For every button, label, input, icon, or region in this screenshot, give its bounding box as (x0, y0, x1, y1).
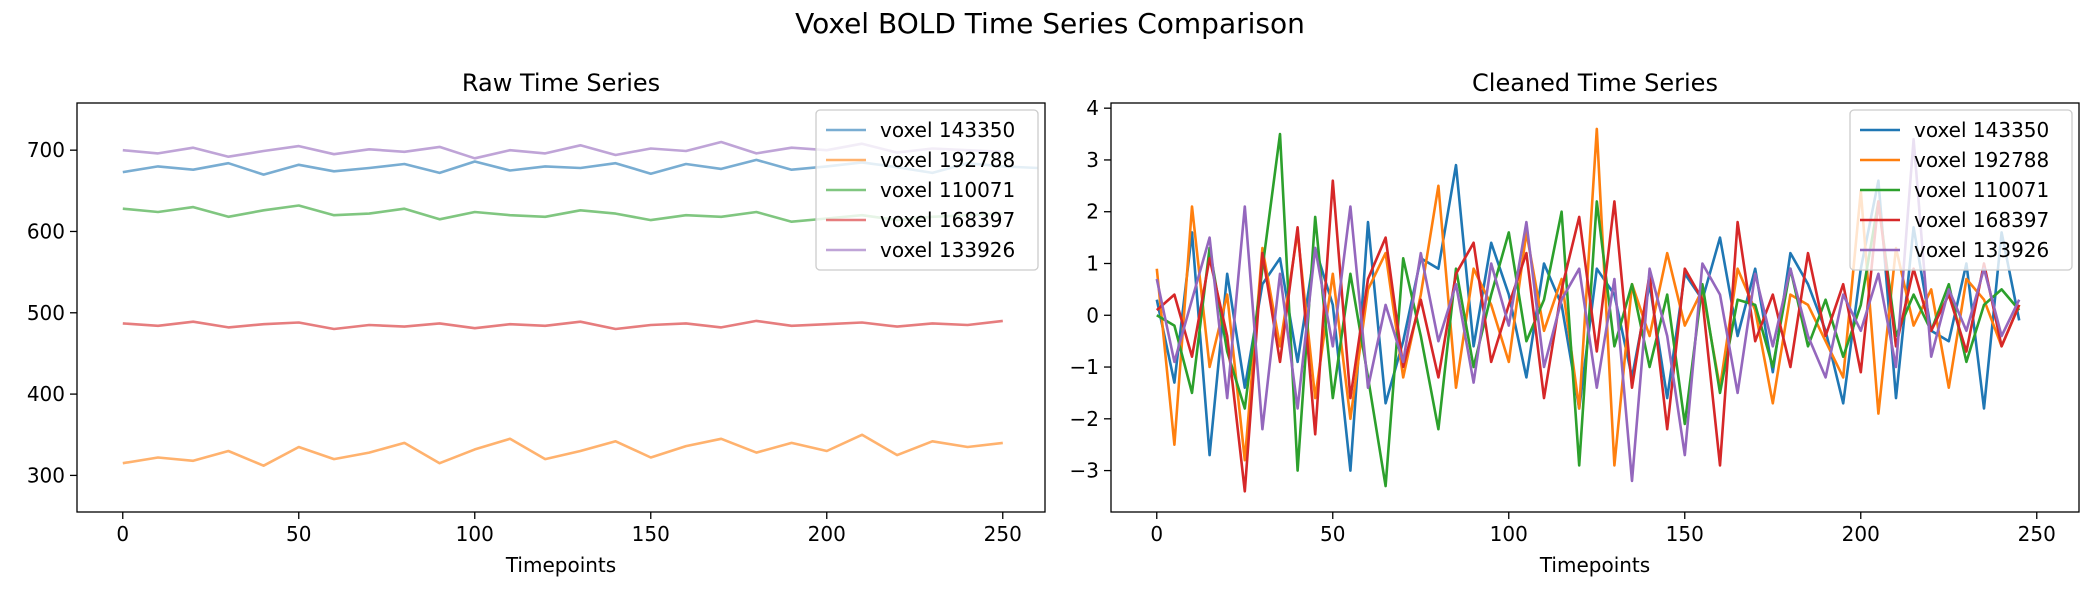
legend: voxel 143350 voxel 192788 voxel 110071 voxe… (815, 109, 1039, 271)
legend-entry: voxel 143350 (880, 118, 1015, 142)
legend-box (1849, 109, 2073, 271)
legend-entry: voxel 110071 (880, 178, 1015, 202)
x-tick-label: 250 (984, 522, 1022, 546)
panel-title: Cleaned Time Series (1472, 69, 1718, 97)
figure-title: Voxel BOLD Time Series Comparison (795, 7, 1305, 40)
y-tick-label: −2 (1070, 407, 1099, 431)
y-tick-label: 700 (27, 138, 65, 162)
legend-entry: voxel 192788 (1914, 148, 2049, 172)
series-line-voxel-192788 (122, 433, 1003, 468)
series-line-voxel-133926 (1155, 137, 2021, 483)
series-line-voxel-168397 (122, 319, 1003, 331)
y-tick-label: 300 (27, 463, 65, 487)
legend-entry: voxel 110071 (1914, 178, 2049, 202)
x-tick-label: 0 (1150, 522, 1163, 546)
y-tick-label: 500 (27, 301, 65, 325)
y-tick-label: −3 (1070, 459, 1099, 483)
x-tick-label: 100 (456, 522, 494, 546)
legend-entry: voxel 192788 (880, 148, 1015, 172)
legend-entry: voxel 168397 (880, 208, 1015, 232)
axes-frame (1110, 102, 2080, 513)
y-tick-label: 600 (27, 219, 65, 243)
x-axis-label: Timepoints (1539, 553, 1650, 577)
axes-frame (76, 102, 1046, 513)
cleaned-time-series-panel: Cleaned Time Series 0 50 100 150 200 250 −3 −2 −1… (1070, 69, 2080, 577)
x-tick-label: 150 (632, 522, 670, 546)
x-tick-label: 250 (2018, 522, 2056, 546)
y-tick-label: 3 (1086, 148, 1099, 172)
x-tick-label: 200 (1842, 522, 1880, 546)
legend-entry: voxel 133926 (880, 238, 1015, 262)
panel-title: Raw Time Series (462, 69, 660, 97)
x-tick-label: 150 (1666, 522, 1704, 546)
y-tick-label: 4 (1086, 96, 1099, 120)
legend-entry: voxel 143350 (1914, 118, 2049, 142)
x-tick-label: 200 (808, 522, 846, 546)
y-tick-label: −1 (1070, 355, 1099, 379)
x-tick-label: 50 (1320, 522, 1345, 546)
legend-entry: voxel 168397 (1914, 208, 2049, 232)
y-tick-label: 400 (27, 382, 65, 406)
y-tick-label: 1 (1086, 251, 1099, 275)
x-tick-label: 100 (1490, 522, 1528, 546)
y-tick-label: 0 (1086, 303, 1099, 327)
x-tick-label: 0 (116, 522, 129, 546)
x-tick-label: 50 (286, 522, 311, 546)
legend-entry: voxel 133926 (1914, 238, 2049, 262)
y-tick-label: 2 (1086, 200, 1099, 224)
raw-time-series-panel: Raw Time Series 0 50 100 150 200 250 300 400 500 6… (27, 69, 1046, 577)
x-axis-label: Timepoints (505, 553, 616, 577)
legend: voxel 143350 voxel 192788 voxel 110071 voxe… (1849, 109, 2073, 271)
legend-box (815, 109, 1039, 271)
